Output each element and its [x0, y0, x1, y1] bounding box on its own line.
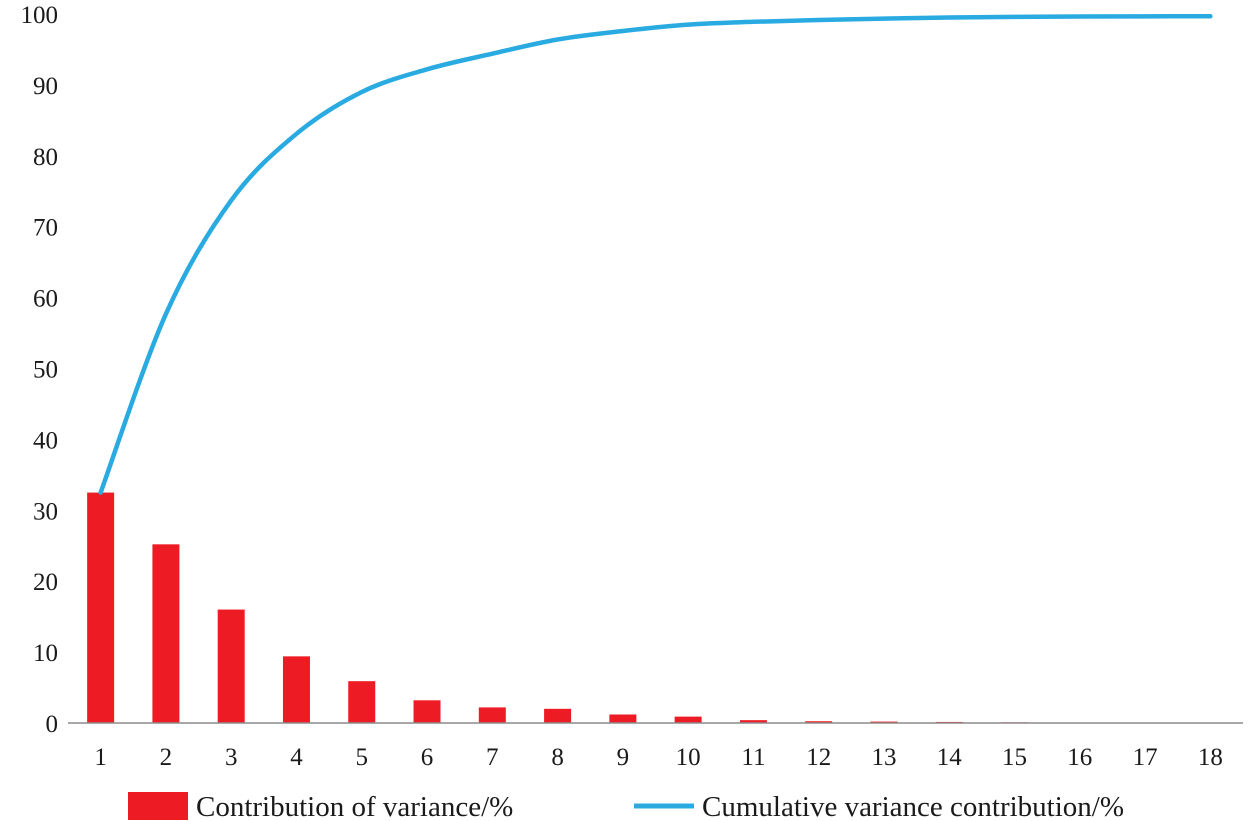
x-tick-label: 16 — [1067, 744, 1092, 771]
y-tick-label: 100 — [21, 2, 59, 29]
y-tick-label: 90 — [33, 73, 58, 100]
y-tick-label: 40 — [33, 427, 58, 454]
y-tick-label: 60 — [33, 286, 58, 313]
x-tick-label: 17 — [1133, 744, 1158, 771]
x-tick-label: 15 — [1002, 744, 1027, 771]
y-tick-label: 20 — [33, 569, 58, 596]
bars — [87, 492, 1224, 723]
bar — [87, 492, 115, 723]
y-tick-label: 70 — [33, 215, 58, 242]
bar — [739, 720, 767, 723]
x-tick-label: 9 — [617, 744, 630, 771]
bar — [544, 708, 572, 723]
legend-label-contribution: Contribution of variance/% — [196, 791, 513, 821]
y-tick-label: 80 — [33, 144, 58, 171]
legend-label-cumulative: Cumulative variance contribution/% — [702, 791, 1124, 821]
x-tick-label: 2 — [160, 744, 173, 771]
x-tick-label: 11 — [741, 744, 765, 771]
bar — [805, 721, 833, 723]
x-tick-label: 10 — [676, 744, 701, 771]
x-tick-label: 12 — [806, 744, 831, 771]
bar — [413, 700, 441, 723]
x-tick-label: 1 — [94, 744, 107, 771]
y-tick-label: 0 — [46, 711, 59, 738]
y-tick-label: 10 — [33, 640, 58, 667]
y-tick-labels: 0 10 20 30 40 50 60 70 80 90 100 — [21, 2, 59, 738]
x-tick-labels: 1 2 3 4 5 6 7 8 9 10 11 12 13 14 15 16 17 18 — [94, 744, 1222, 771]
bar — [348, 681, 376, 723]
legend-swatch-contribution — [128, 792, 188, 820]
x-tick-label: 7 — [486, 744, 499, 771]
bar — [674, 716, 702, 723]
x-tick-label: 13 — [871, 744, 896, 771]
x-tick-label: 5 — [356, 744, 369, 771]
y-tick-label: 30 — [33, 498, 58, 525]
legend: Contribution of variance/% Cumulative va… — [128, 791, 1124, 821]
bar — [282, 656, 310, 723]
y-tick-label: 50 — [33, 357, 58, 384]
bar — [152, 544, 180, 723]
bar — [217, 609, 245, 723]
bar — [609, 714, 637, 723]
x-tick-label: 6 — [421, 744, 434, 771]
x-tick-label: 8 — [551, 744, 564, 771]
cumulative-variance-line — [98, 14, 1213, 495]
x-tick-label: 14 — [937, 744, 963, 771]
x-tick-label: 4 — [290, 744, 303, 771]
x-tick-label: 18 — [1198, 744, 1223, 771]
bar — [478, 707, 506, 723]
x-tick-label: 3 — [225, 744, 238, 771]
